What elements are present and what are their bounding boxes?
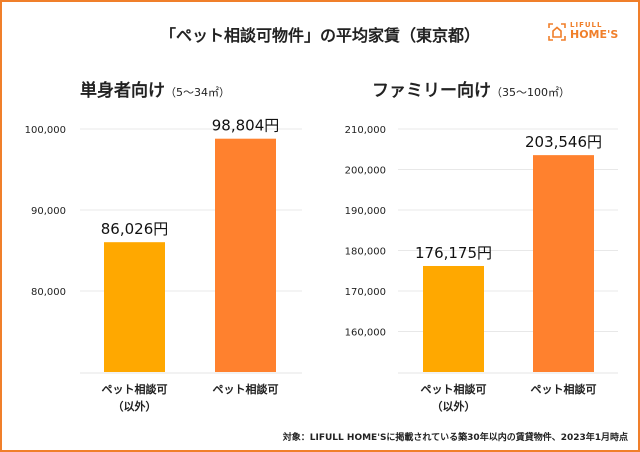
y-tick-label: 90,000: [31, 206, 66, 217]
x-category-label: （以外）: [432, 399, 476, 413]
data-label: 98,804円: [212, 117, 280, 135]
x-category-label: ペット相談可: [102, 382, 168, 396]
y-tick-label: 190,000: [345, 206, 386, 217]
x-category-label: ペット相談可: [421, 382, 487, 396]
right-chart-title: ファミリー向け（35～100㎡）: [372, 81, 570, 101]
x-category-label: ペット相談可: [213, 382, 279, 396]
house-icon: [548, 23, 566, 41]
chart-title: 「ペット相談可物件」の平均家賃（東京都）: [159, 26, 480, 45]
left-chart-title: 単身者向け（5～34㎡）: [80, 81, 230, 101]
data-label: 86,026円: [101, 220, 169, 238]
y-tick-label: 80,000: [31, 287, 66, 298]
bar: [533, 155, 594, 372]
x-category-label: ペット相談可: [531, 382, 597, 396]
bar: [104, 242, 165, 372]
y-tick-label: 180,000: [345, 247, 386, 258]
bar: [215, 138, 276, 372]
y-tick-label: 100,000: [25, 125, 66, 136]
y-tick-label: 210,000: [345, 125, 386, 136]
lifull-homes-logo: LIFULL HOME'S: [548, 22, 618, 41]
data-label: 176,175円: [415, 244, 492, 262]
bar: [423, 265, 484, 372]
y-tick-label: 200,000: [345, 166, 386, 177]
x-category-label: （以外）: [113, 399, 157, 413]
y-tick-label: 160,000: [345, 328, 386, 339]
y-tick-label: 170,000: [345, 287, 386, 298]
data-label: 203,546円: [525, 133, 602, 151]
footnote: 対象：LIFULL HOME'Sに掲載されている築30年以内の賃貸物件、2023…: [282, 433, 628, 443]
